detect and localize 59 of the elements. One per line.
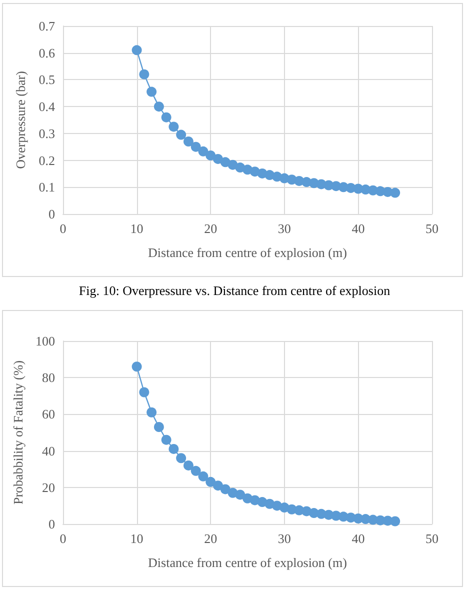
x-tick-label: 10 xyxy=(130,531,144,546)
point xyxy=(161,434,172,445)
point xyxy=(235,490,246,500)
y-tick-label: 60 xyxy=(42,406,55,422)
point xyxy=(190,466,201,476)
point xyxy=(176,130,186,140)
point xyxy=(198,146,208,156)
x-tick-label: 20 xyxy=(204,531,218,546)
x-tick-label: 0 xyxy=(60,221,66,236)
point xyxy=(154,102,164,112)
x-tick-label: 40 xyxy=(352,531,365,546)
x-tick-label: 10 xyxy=(130,221,144,236)
y-tick-label: 0.6 xyxy=(38,45,56,60)
x-tick-label: 30 xyxy=(278,531,291,546)
y-tick-label: 0.2 xyxy=(38,152,55,168)
x-tick-label: 50 xyxy=(426,531,438,546)
y-tick-label: 0.5 xyxy=(38,72,55,88)
point xyxy=(146,86,157,97)
y-tick-label: 80 xyxy=(42,370,55,386)
point xyxy=(198,471,208,482)
x-tick-label: 20 xyxy=(204,221,218,236)
point xyxy=(132,362,142,372)
x-tick-label: 40 xyxy=(352,221,365,236)
point xyxy=(390,188,400,198)
y-tick-label: 0.3 xyxy=(38,126,55,141)
point xyxy=(206,476,216,487)
y-axis-title: Overpressure (bar) xyxy=(13,71,28,169)
point xyxy=(176,453,186,464)
y-tick-label: 20 xyxy=(42,480,55,495)
point xyxy=(212,480,223,491)
point xyxy=(168,122,179,132)
x-tick-label: 0 xyxy=(60,531,66,546)
point xyxy=(220,484,230,494)
y-tick-label: 40 xyxy=(42,443,55,458)
point xyxy=(183,136,194,146)
x-axis-title: Distance from centre of explosion (m) xyxy=(148,245,347,260)
y-tick-label: 0 xyxy=(48,206,55,222)
caption: Fig. 10: Overpressure vs. Distance from centre of explosion xyxy=(78,283,392,299)
point xyxy=(132,45,142,56)
point xyxy=(190,142,201,152)
y-tick-label: 0.4 xyxy=(38,99,56,114)
point xyxy=(154,422,164,432)
y-tick-label: 0.7 xyxy=(38,18,56,34)
point xyxy=(161,112,172,122)
y-axis-title: Probabbility of Fatality (%) xyxy=(10,360,26,505)
x-tick-label: 30 xyxy=(278,221,291,236)
point xyxy=(139,69,150,80)
point xyxy=(146,407,157,418)
x-tick-label: 50 xyxy=(426,221,438,236)
point xyxy=(390,516,400,526)
y-tick-label: 100 xyxy=(36,334,55,348)
x-axis-title: Distance from centre of explosion (m) xyxy=(148,555,347,570)
y-tick-label: 0.1 xyxy=(38,180,55,195)
point xyxy=(139,387,150,398)
y-tick-label: 0 xyxy=(48,516,55,532)
point xyxy=(212,154,223,164)
point xyxy=(183,460,194,470)
point xyxy=(168,444,179,454)
point xyxy=(206,150,216,160)
